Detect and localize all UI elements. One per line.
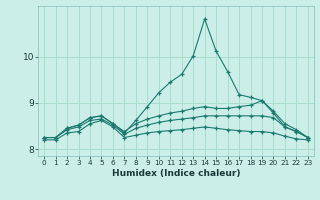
X-axis label: Humidex (Indice chaleur): Humidex (Indice chaleur) [112, 169, 240, 178]
